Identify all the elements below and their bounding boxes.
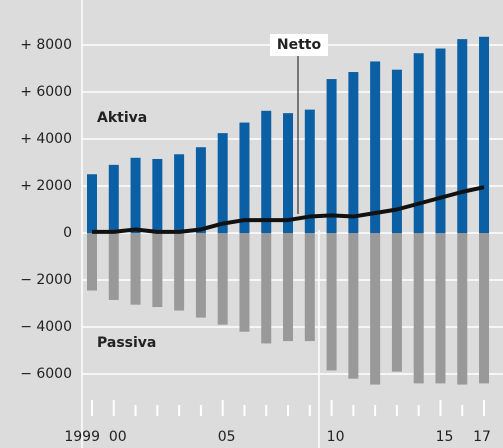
bar bbox=[174, 154, 185, 233]
bar bbox=[435, 233, 446, 384]
bar bbox=[283, 113, 294, 233]
bar bbox=[348, 72, 359, 234]
bar bbox=[370, 233, 381, 385]
bar bbox=[479, 36, 490, 234]
bar bbox=[130, 157, 141, 233]
bar bbox=[391, 233, 402, 372]
bar bbox=[108, 164, 119, 233]
bar bbox=[152, 158, 163, 233]
marks bbox=[87, 36, 490, 385]
bar bbox=[261, 110, 272, 233]
x-tick-label: 17 bbox=[473, 429, 491, 445]
bar bbox=[239, 122, 250, 233]
y-tick-label: + 8000 bbox=[20, 37, 72, 53]
bar bbox=[370, 61, 381, 234]
x-tick-label: 1999 bbox=[64, 429, 100, 445]
bar bbox=[108, 233, 119, 300]
bar bbox=[413, 233, 424, 384]
bar bbox=[217, 233, 228, 325]
bar bbox=[326, 79, 337, 233]
y-tick-label: − 6000 bbox=[20, 366, 72, 382]
y-tick-label: + 2000 bbox=[20, 178, 72, 194]
bar bbox=[413, 53, 424, 233]
bar bbox=[261, 233, 272, 344]
annotation-box bbox=[270, 34, 328, 56]
aktiva-label: Aktiva bbox=[97, 110, 147, 126]
bar bbox=[152, 233, 163, 308]
netto-line bbox=[92, 185, 485, 234]
bar bbox=[87, 233, 97, 291]
bar bbox=[195, 233, 206, 318]
netto-label: Netto bbox=[277, 37, 322, 53]
bar bbox=[457, 39, 468, 233]
y-tick-label: + 6000 bbox=[20, 84, 72, 100]
y-tick-label: + 4000 bbox=[20, 131, 72, 147]
x-tick-label: 15 bbox=[436, 429, 454, 445]
bar bbox=[87, 174, 97, 233]
x-tick-label: 00 bbox=[109, 429, 127, 445]
bar bbox=[391, 69, 402, 233]
bar bbox=[435, 48, 446, 234]
bar bbox=[304, 233, 315, 342]
bar bbox=[304, 109, 315, 233]
y-tick-label: − 2000 bbox=[20, 272, 72, 288]
y-tick-label: 0 bbox=[63, 225, 72, 241]
passiva-label: Passiva bbox=[97, 335, 156, 351]
bar bbox=[174, 233, 185, 311]
y-tick-label: − 4000 bbox=[20, 319, 72, 335]
x-tick-label: 05 bbox=[218, 429, 236, 445]
bar bbox=[479, 233, 490, 384]
bar bbox=[217, 133, 228, 233]
bar bbox=[283, 233, 294, 342]
bar bbox=[130, 233, 141, 305]
bar bbox=[195, 147, 206, 233]
bar bbox=[457, 233, 468, 385]
bar bbox=[239, 233, 250, 332]
bar bbox=[348, 233, 359, 379]
x-tick-label: 10 bbox=[327, 429, 345, 445]
bar bbox=[326, 233, 337, 371]
